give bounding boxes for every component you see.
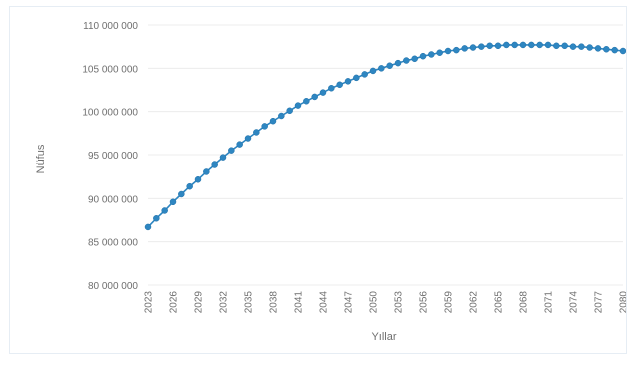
- x-tick-label: 2023: [144, 291, 155, 314]
- data-point: [519, 41, 527, 49]
- data-point: [528, 41, 535, 49]
- data-point: [578, 43, 585, 50]
- data-point: [411, 55, 418, 63]
- x-tick-label: 2053: [394, 291, 405, 314]
- data-point: [403, 57, 410, 64]
- data-point: [161, 207, 168, 214]
- data-point: [244, 135, 252, 142]
- data-point: [211, 161, 218, 168]
- gridlines: [148, 24, 623, 286]
- data-point: [603, 46, 610, 53]
- x-axis-label: Yıllar: [371, 331, 396, 343]
- y-axis-ticks: 80 000 000 85 000 000 90 000 000 95 000 000…: [82, 21, 138, 292]
- y-axis-label: Nüfus: [35, 144, 47, 173]
- series-markers: [144, 41, 627, 231]
- x-tick-label: 2026: [169, 291, 180, 314]
- y-tick-label: 95 000 000: [88, 151, 138, 162]
- data-point: [436, 49, 443, 56]
- data-point: [536, 41, 543, 49]
- data-point: [561, 42, 568, 50]
- data-point: [303, 98, 310, 105]
- data-point: [586, 44, 593, 51]
- x-tick-label: 2080: [619, 291, 627, 314]
- data-point: [378, 65, 385, 72]
- x-tick-label: 2068: [519, 291, 530, 314]
- data-point: [503, 41, 510, 49]
- data-point: [328, 85, 335, 92]
- data-point: [178, 190, 185, 198]
- data-point: [311, 93, 318, 101]
- data-point: [203, 168, 210, 175]
- x-tick-label: 2035: [244, 291, 255, 314]
- data-point: [361, 71, 368, 78]
- data-point: [269, 117, 277, 125]
- x-tick-label: 2032: [219, 291, 230, 314]
- x-tick-label: 2038: [269, 291, 280, 314]
- x-tick-label: 2050: [369, 291, 380, 314]
- x-tick-label: 2077: [594, 291, 605, 314]
- data-point: [511, 41, 518, 49]
- y-tick-label: 90 000 000: [88, 194, 138, 205]
- data-point: [219, 154, 227, 161]
- data-point: [444, 47, 452, 55]
- x-tick-label: 2044: [319, 291, 330, 314]
- y-tick-label: 105 000 000: [82, 64, 138, 75]
- population-line-chart: 80 000 000 85 000 000 90 000 000 95 000 000…: [35, 21, 630, 343]
- data-point: [344, 78, 352, 85]
- data-point: [428, 51, 435, 58]
- x-tick-label: 2062: [469, 291, 480, 314]
- data-point: [394, 59, 402, 67]
- data-point: [494, 42, 502, 50]
- x-tick-label: 2056: [419, 291, 430, 314]
- data-point: [294, 102, 302, 109]
- y-tick-label: 100 000 000: [82, 108, 138, 119]
- data-point: [336, 81, 343, 89]
- data-point: [611, 46, 618, 54]
- data-point: [253, 129, 260, 136]
- data-point: [461, 45, 468, 52]
- x-tick-label: 2071: [544, 291, 555, 314]
- data-point: [386, 62, 393, 69]
- data-point: [453, 46, 460, 54]
- data-point: [319, 89, 327, 96]
- data-point: [228, 147, 235, 154]
- data-point: [544, 41, 552, 49]
- data-point: [194, 176, 202, 183]
- data-point: [236, 141, 243, 148]
- data-point: [419, 52, 427, 60]
- x-tick-label: 2059: [444, 291, 455, 314]
- data-point: [286, 107, 293, 115]
- x-tick-label: 2065: [494, 291, 505, 314]
- data-point: [594, 45, 602, 52]
- x-tick-label: 2041: [294, 291, 305, 314]
- data-point: [153, 215, 160, 222]
- data-point: [486, 42, 493, 50]
- data-point: [569, 43, 577, 50]
- y-tick-label: 80 000 000: [88, 281, 138, 292]
- y-tick-label: 85 000 000: [88, 238, 138, 249]
- data-point: [369, 67, 377, 75]
- series-line: [147, 44, 624, 228]
- x-tick-label: 2074: [569, 291, 580, 314]
- data-point: [619, 47, 627, 55]
- data-point: [553, 42, 560, 50]
- data-point: [353, 74, 360, 82]
- data-point: [478, 43, 485, 50]
- y-tick-label: 110 000 000: [83, 21, 138, 32]
- chart-frame: 80 000 000 85 000 000 90 000 000 95 000 000…: [9, 6, 630, 354]
- data-point: [144, 223, 152, 231]
- data-point: [169, 198, 177, 206]
- x-tick-label: 2047: [344, 291, 355, 314]
- data-point: [261, 123, 268, 130]
- x-axis-ticks: 2023 2026 2029 2032 2035 2038 2041 2044 2047 2050…: [144, 291, 630, 314]
- data-point: [278, 112, 285, 120]
- data-point: [469, 44, 477, 51]
- x-tick-label: 2029: [194, 291, 205, 314]
- data-point: [186, 182, 193, 190]
